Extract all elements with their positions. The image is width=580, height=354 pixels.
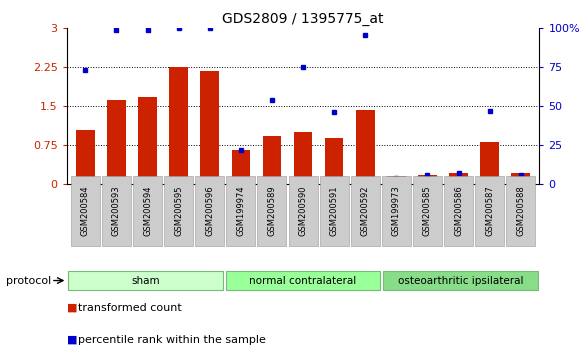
Text: GSM200587: GSM200587 [485,186,494,236]
Text: GSM200596: GSM200596 [205,186,214,236]
Bar [387,176,405,184]
Bar [169,67,188,184]
Bar [231,150,250,184]
Text: percentile rank within the sample: percentile rank within the sample [78,335,266,345]
Text: ■: ■ [67,335,77,345]
Text: GSM200590: GSM200590 [299,186,307,236]
Bar [138,97,157,184]
Bar [76,130,95,184]
Text: GSM200594: GSM200594 [143,186,152,236]
Text: GSM200589: GSM200589 [267,186,277,236]
Bar [480,142,499,184]
Text: GSM200592: GSM200592 [361,186,369,236]
Text: protocol: protocol [6,275,51,286]
Text: GSM199973: GSM199973 [392,186,401,236]
Bar [356,110,375,184]
Bar [263,136,281,184]
Bar [226,271,380,290]
Text: osteoarthritic ipsilateral: osteoarthritic ipsilateral [398,275,523,286]
Text: GSM200593: GSM200593 [112,186,121,236]
Text: ■: ■ [67,303,77,313]
Text: GSM199974: GSM199974 [237,186,245,236]
Text: sham: sham [131,275,160,286]
Bar [383,271,538,290]
Text: normal contralateral: normal contralateral [249,275,357,286]
Bar [201,72,219,184]
Bar [450,173,468,184]
Title: GDS2809 / 1395775_at: GDS2809 / 1395775_at [222,12,384,26]
Bar [293,132,313,184]
Text: GSM200586: GSM200586 [454,186,463,236]
Bar [107,100,126,184]
Text: GSM200591: GSM200591 [329,186,339,236]
Text: transformed count: transformed count [78,303,182,313]
Text: GSM200584: GSM200584 [81,186,90,236]
Bar [512,173,530,184]
Text: GSM200588: GSM200588 [516,186,525,236]
Bar [68,271,223,290]
Text: GSM200595: GSM200595 [174,186,183,236]
Bar [418,175,437,184]
Text: GSM200585: GSM200585 [423,186,432,236]
Bar [325,138,343,184]
